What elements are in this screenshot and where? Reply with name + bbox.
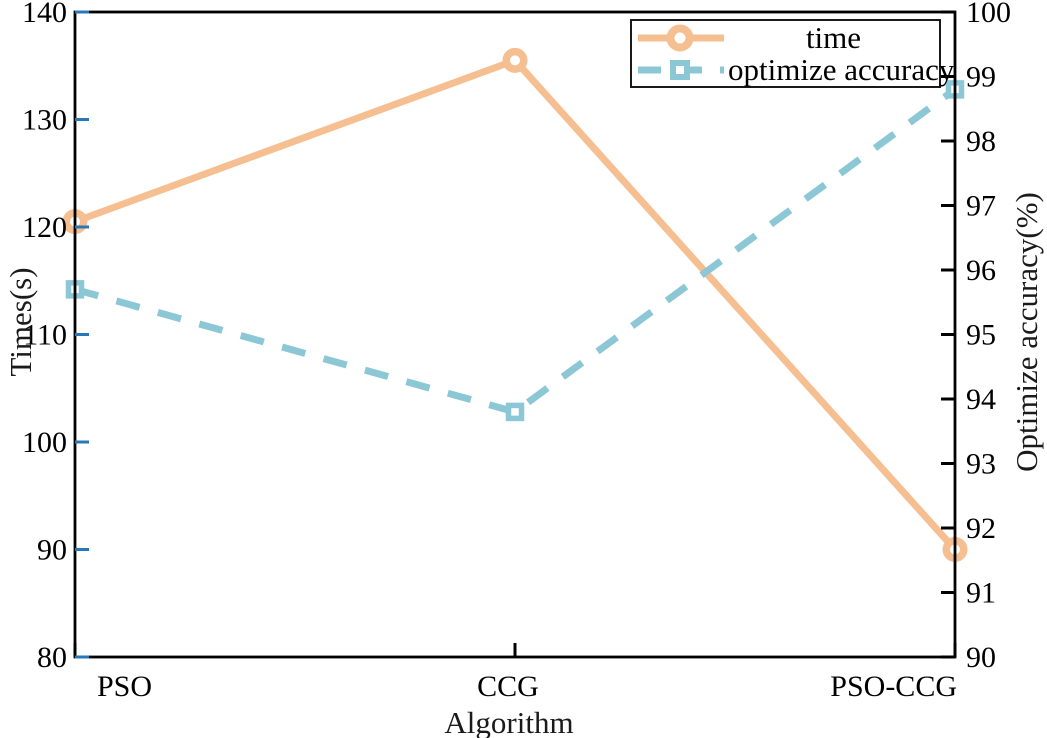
right-tick-label-92: 92 xyxy=(966,512,996,545)
left-tick-label-100: 100 xyxy=(22,426,67,459)
right-tick-label-98: 98 xyxy=(966,125,996,158)
left-tick-label-90: 90 xyxy=(37,534,67,567)
time-marker-CCG xyxy=(502,47,528,73)
right-tick-label-96: 96 xyxy=(966,254,996,287)
right-tick-label-94: 94 xyxy=(966,383,996,416)
optimize-accuracy-series-line xyxy=(74,86,958,416)
legend-accuracy-square-marker-icon xyxy=(670,59,690,80)
right-tick-label-93: 93 xyxy=(966,448,996,481)
legend-item-optimize-accuracy: optimize accuracy xyxy=(632,53,954,86)
right-axis-title: Optimize accuracy(%) xyxy=(1009,192,1044,472)
left-tick-label-110: 110 xyxy=(23,319,67,352)
right-tick-label-99: 99 xyxy=(966,61,996,94)
legend-time-circle-marker-icon xyxy=(666,24,694,51)
legend: time optimize accuracy xyxy=(630,19,954,88)
right-tick-label-100: 100 xyxy=(966,0,1011,29)
left-tick-label-130: 130 xyxy=(22,104,67,137)
right-tick-label-97: 97 xyxy=(966,190,996,223)
x-category-label-CCG: CCG xyxy=(477,670,539,703)
right-tick-label-95: 95 xyxy=(966,319,996,352)
left-tick-label-120: 120 xyxy=(22,211,67,244)
left-tick-label-140: 140 xyxy=(22,0,67,29)
legend-label-optimize-accuracy: optimize accuracy xyxy=(728,51,955,87)
legend-label-time: time xyxy=(805,19,862,55)
right-tick-label-91: 91 xyxy=(966,577,996,610)
x-category-label-PSO: PSO xyxy=(97,670,152,703)
left-tick-label-80: 80 xyxy=(37,641,67,674)
legend-sample-time-line-circle-icon xyxy=(638,24,724,51)
x-category-label-PSO-CCG: PSO-CCG xyxy=(830,670,957,703)
legend-sample-accuracy-dash-square-icon xyxy=(638,59,724,80)
time-series-line xyxy=(73,56,958,552)
x-axis-title: Algorithm xyxy=(444,705,574,738)
right-tick-label-90: 90 xyxy=(966,641,996,674)
legend-item-time: time xyxy=(632,19,939,55)
plot-border xyxy=(73,10,957,659)
left-axis-title: Times(s) xyxy=(3,267,38,377)
optimize-accuracy-marker-CCG xyxy=(505,402,525,422)
